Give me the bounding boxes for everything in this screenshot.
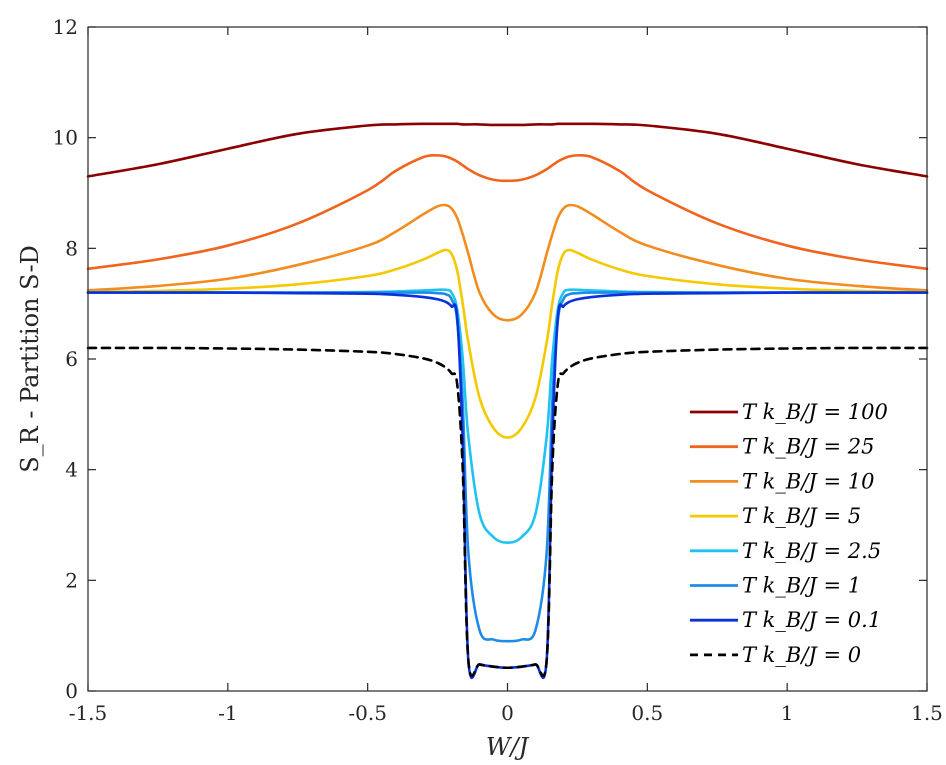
legend: T k_B/J = 100 T k_B/J = 25 T k_B/J = 10 T k… xyxy=(690,400,888,667)
y-axis-label: S_R - Partition S-D xyxy=(16,245,44,473)
y-tick-label: 6 xyxy=(65,347,78,371)
y-tick-label: 2 xyxy=(65,568,78,592)
y-tick-label: 12 xyxy=(53,15,78,39)
legend-label-3: T k_B/J = 5 xyxy=(742,504,861,528)
x-tick-label: -1 xyxy=(218,701,237,725)
series-line-1 xyxy=(86,153,929,271)
x-tick-label: -1.5 xyxy=(69,701,108,725)
series-line-7 xyxy=(86,346,929,678)
y-tick-label: 8 xyxy=(65,236,78,260)
y-tick-label: 4 xyxy=(65,458,78,482)
series-line-5 xyxy=(86,291,929,643)
x-tick-label: 1 xyxy=(781,701,794,725)
x-tick-label: 1.5 xyxy=(911,701,943,725)
x-tick-label: -0.5 xyxy=(348,701,387,725)
legend-label-0: T k_B/J = 100 xyxy=(742,400,888,424)
x-axis-label: W/J xyxy=(486,733,530,761)
x-axis-ticks: -1.5 -1 -0.5 0 0.5 1 1.5 xyxy=(69,27,943,725)
series-line-0 xyxy=(86,122,929,178)
series-lines xyxy=(86,122,929,680)
y-axis-ticks: 0 2 4 6 8 10 12 xyxy=(53,15,927,703)
series-line-3 xyxy=(86,248,929,439)
y-tick-label: 0 xyxy=(65,679,78,703)
series-line-2 xyxy=(86,203,929,322)
legend-label-7: T k_B/J = 0 xyxy=(742,643,861,667)
legend-label-6: T k_B/J = 0.1 xyxy=(742,608,881,632)
x-tick-label: 0.5 xyxy=(631,701,663,725)
y-tick-label: 10 xyxy=(53,126,78,150)
x-tick-label: 0 xyxy=(501,701,514,725)
legend-label-4: T k_B/J = 2.5 xyxy=(742,539,881,563)
legend-label-5: T k_B/J = 1 xyxy=(742,574,861,598)
legend-label-2: T k_B/J = 10 xyxy=(742,469,875,493)
legend-label-1: T k_B/J = 25 xyxy=(742,435,875,459)
